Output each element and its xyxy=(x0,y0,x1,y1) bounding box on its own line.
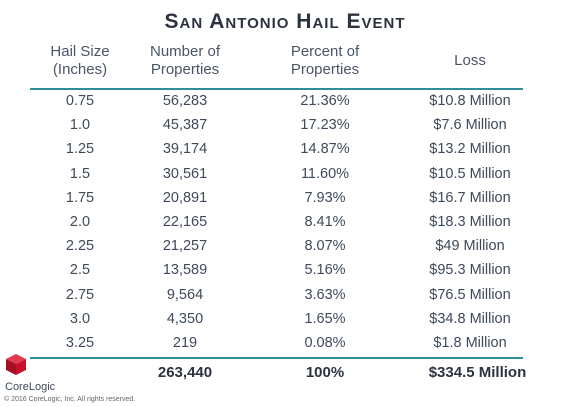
copyright-notice: © 2016 CoreLogic, Inc. All rights reserv… xyxy=(4,396,136,403)
table-cell: $76.5 Million xyxy=(429,286,511,303)
svg-text:CoreLogic: CoreLogic xyxy=(5,381,56,393)
column-header: Hail Size (Inches) xyxy=(30,43,130,79)
table-cell: $34.8 Million xyxy=(429,310,511,327)
table-cell: 219 xyxy=(172,335,198,351)
table-cell: 13,589 xyxy=(162,262,208,279)
table-cell: 5.16% xyxy=(304,262,346,279)
column-header-line: Number of xyxy=(149,43,221,60)
table-cell: 3.0 xyxy=(69,310,91,327)
table-cell: 14.87% xyxy=(300,141,350,158)
table-cell: 8.07% xyxy=(304,238,346,255)
header-rule xyxy=(30,88,523,90)
totals-rule xyxy=(30,357,523,359)
table-cell: 3.25 xyxy=(65,335,95,351)
table-cell: $13.2 Million xyxy=(429,141,511,158)
table-cell: 3.63% xyxy=(304,286,346,303)
table-cell: 1.5 xyxy=(69,165,91,182)
column-header-line: Properties xyxy=(150,61,220,78)
table-cell: 7.93% xyxy=(304,189,346,206)
table-cell: 2.75 xyxy=(65,286,95,303)
table-cell: 0.08% xyxy=(304,335,346,351)
table-title: San Antonio Hail Event xyxy=(164,10,406,33)
table-cell: $16.7 Million xyxy=(429,189,511,206)
table-cell: 21.36% xyxy=(300,93,350,109)
total-cell: $334.5 Million xyxy=(428,364,527,381)
column-header-line: (Inches) xyxy=(52,61,108,78)
column-header-line: Properties xyxy=(290,61,360,78)
table-cell: 21,257 xyxy=(162,238,208,255)
table-cell: $18.3 Million xyxy=(429,214,511,230)
table-cell: 56,283 xyxy=(162,93,208,109)
table-cell: $49 Million xyxy=(435,238,505,255)
column-header-line: Percent of xyxy=(290,43,360,60)
table-cell: 39,174 xyxy=(162,141,208,158)
column-header: Number of Properties xyxy=(125,43,245,79)
column-header: Percent of Properties xyxy=(260,43,390,79)
table-cell: 1.25 xyxy=(65,141,95,158)
table-cell: 22,165 xyxy=(162,214,208,230)
table-cell: 2.0 xyxy=(69,214,91,230)
table-cell: 9,564 xyxy=(166,286,204,303)
table-cell: 2.5 xyxy=(69,262,91,279)
table-cell: 4,350 xyxy=(166,310,204,327)
table-cell: 1.65% xyxy=(304,310,346,327)
table-cell: 30,561 xyxy=(162,165,208,182)
table-cell: 20,891 xyxy=(162,189,208,206)
table-cell: 1.0 xyxy=(69,117,91,134)
table-cell: 0.75 xyxy=(65,93,95,109)
corelogic-logo: CoreLogic xyxy=(4,352,60,396)
total-cell: 100% xyxy=(305,364,345,381)
column-header-line: Loss xyxy=(454,52,486,69)
table-cell: 45,387 xyxy=(162,117,208,134)
table-cell: 8.41% xyxy=(304,214,346,230)
total-cell: 263,440 xyxy=(157,364,213,381)
table-cell: 1.75 xyxy=(65,189,95,206)
table-cell: $7.6 Million xyxy=(433,117,507,134)
table-cell: 2.25 xyxy=(65,238,95,255)
corelogic-logo-mark: CoreLogic xyxy=(5,354,56,393)
table-cell: 17.23% xyxy=(300,117,350,134)
table-cell: $10.8 Million xyxy=(429,93,511,109)
table-cell: $1.8 Million xyxy=(433,335,507,351)
column-header: Loss xyxy=(410,52,530,70)
column-header-line: Hail Size xyxy=(50,43,110,60)
table-cell: $10.5 Million xyxy=(429,165,511,182)
table-cell: 11.60% xyxy=(300,165,350,182)
table-cell: $95.3 Million xyxy=(429,262,511,279)
